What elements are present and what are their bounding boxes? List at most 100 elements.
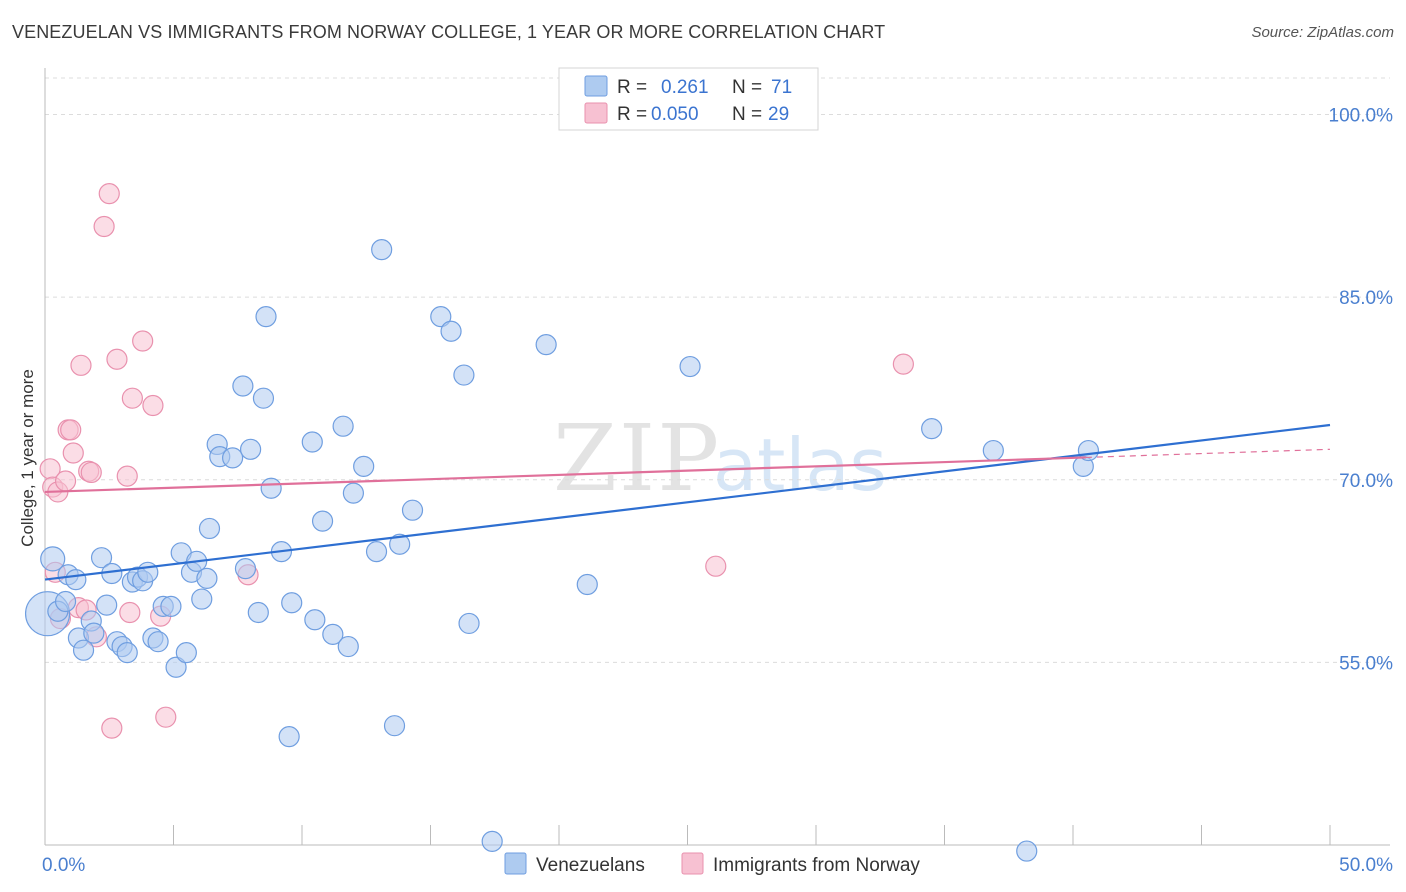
data-point-norway (119, 601, 141, 624)
data-point-norway (116, 465, 138, 487)
data-point-venezuelans (430, 306, 452, 328)
data-point-venezuelans (147, 631, 169, 653)
trend-lines (44, 423, 1331, 581)
trendline-venezuelans (44, 423, 1331, 581)
legend-swatch-norway (584, 102, 608, 124)
data-point-norway (142, 394, 164, 417)
data-point-venezuelans (196, 567, 218, 589)
data-point-venezuelans (175, 642, 197, 664)
data-point-venezuelans (198, 517, 221, 540)
data-point-venezuelans (365, 540, 388, 563)
y-tick-labels: 55.0% 70.0% 85.0% 100.0% (1329, 106, 1394, 675)
legend-n-label-2: N = (732, 104, 762, 125)
data-point-venezuelans (304, 609, 326, 631)
y-tick-label: 100.0% (1329, 106, 1394, 127)
data-point-venezuelans (311, 510, 334, 532)
data-point-norway (80, 461, 102, 484)
legend-n-value-1: 71 (771, 77, 792, 98)
data-point-venezuelans (440, 320, 462, 342)
data-point-venezuelans (54, 590, 77, 613)
watermark: ZIP atlas (553, 405, 887, 512)
legend-r-label-2: R = (617, 104, 647, 125)
data-point-norway (98, 183, 120, 205)
data-point-venezuelans (281, 592, 303, 614)
data-point-norway (705, 555, 727, 577)
data-point-venezuelans (371, 239, 393, 261)
bottom-legend-swatch-venezuelans (504, 852, 527, 875)
data-point-venezuelans (576, 573, 598, 596)
data-point-venezuelans (389, 533, 411, 555)
data-point-venezuelans (332, 415, 354, 437)
data-point-norway (132, 330, 154, 352)
data-point-venezuelans (65, 568, 87, 591)
data-point-venezuelans (83, 622, 105, 644)
data-point-venezuelans (232, 375, 254, 397)
data-point-norway (70, 354, 92, 376)
data-point-venezuelans (160, 595, 182, 617)
data-point-venezuelans (222, 447, 244, 469)
data-point-venezuelans (301, 431, 323, 453)
data-point-venezuelans (322, 623, 344, 645)
data-point-venezuelans (1016, 840, 1038, 862)
source-credit: Source: ZipAtlas.com (1251, 24, 1394, 41)
data-point-norway (106, 348, 128, 370)
data-point-norway (62, 442, 84, 464)
data-point-venezuelans (247, 601, 269, 624)
y-tick-label: 85.0% (1339, 288, 1393, 309)
data-point-norway (121, 387, 143, 409)
series-legend: Venezuelans Immigrants from Norway (504, 852, 920, 876)
data-point-venezuelans (342, 482, 364, 504)
data-point-venezuelans (481, 830, 503, 852)
data-point-venezuelans (383, 715, 406, 737)
y-tick-label: 70.0% (1339, 471, 1393, 492)
data-point-norway (54, 470, 77, 492)
data-point-venezuelans (255, 306, 277, 328)
legend-r-label-1: R = (617, 77, 647, 98)
watermark-zip: ZIP (553, 405, 721, 512)
data-point-norway (892, 353, 914, 375)
data-point-norway (60, 419, 82, 441)
data-point-venezuelans (458, 612, 480, 635)
data-point-venezuelans (101, 562, 123, 585)
data-point-venezuelans (353, 455, 375, 477)
data-point-venezuelans (116, 642, 138, 664)
data-point-venezuelans (401, 499, 424, 521)
trendline-norway-extension (1085, 448, 1331, 459)
data-point-venezuelans (96, 594, 118, 616)
data-point-venezuelans (72, 639, 95, 661)
bottom-legend-label-norway: Immigrants from Norway (713, 855, 920, 876)
trendline-norway (44, 456, 1086, 494)
data-point-venezuelans (234, 558, 257, 580)
data-point-venezuelans (260, 477, 282, 499)
data-point-venezuelans (921, 418, 943, 440)
data-point-venezuelans (191, 588, 213, 610)
data-point-venezuelans (252, 387, 275, 409)
legend-r-value-2: 0.050 (651, 104, 699, 125)
data-point-venezuelans (240, 438, 262, 460)
chart-title: VENEZUELAN VS IMMIGRANTS FROM NORWAY COL… (12, 22, 886, 42)
data-point-venezuelans (90, 547, 113, 569)
data-point-venezuelans (453, 364, 475, 386)
legend-n-label-1: N = (732, 77, 762, 98)
data-point-venezuelans (337, 635, 359, 658)
data-point-norway (101, 717, 123, 739)
legend-r-value-1: 0.261 (661, 77, 709, 98)
data-point-venezuelans (679, 355, 701, 378)
legend-n-value-2: 29 (768, 104, 789, 125)
legend-swatch-venezuelans (584, 75, 608, 97)
x-tick-label: 50.0% (1339, 855, 1393, 876)
correlation-legend: R = 0.261 N = 71 R = 0.050 N = 29 (558, 67, 819, 131)
data-point-venezuelans (982, 439, 1004, 462)
data-point-norway (155, 706, 177, 728)
y-tick-label: 55.0% (1339, 653, 1393, 674)
data-point-venezuelans (278, 726, 300, 748)
y-axis-label: College, 1 year or more (18, 369, 37, 547)
data-point-venezuelans (40, 546, 66, 572)
series-venezuelans (24, 239, 1100, 862)
x-tick-labels: 0.0% 50.0% (42, 855, 1393, 876)
data-point-venezuelans (535, 334, 557, 356)
bottom-legend-label-venezuelans: Venezuelans (536, 855, 645, 876)
bottom-legend-swatch-norway (681, 852, 704, 875)
x-tick-label: 0.0% (42, 855, 85, 876)
data-point-norway (93, 215, 115, 238)
